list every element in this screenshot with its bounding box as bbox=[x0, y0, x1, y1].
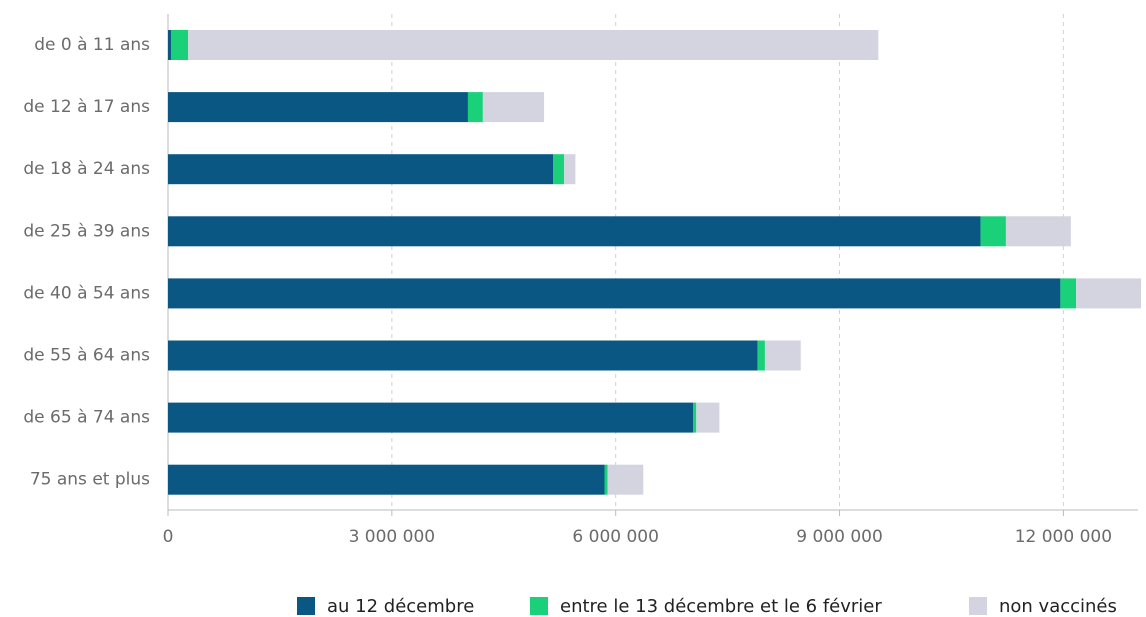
y-tick-label: de 40 à 54 ans bbox=[23, 283, 150, 303]
legend-label: au 12 décembre bbox=[327, 596, 474, 617]
y-tick-label: de 55 à 64 ans bbox=[23, 346, 150, 366]
bar-segment bbox=[168, 464, 605, 495]
bar-segment bbox=[980, 216, 1006, 247]
bar-segment bbox=[467, 92, 483, 123]
bar-segment bbox=[168, 278, 1061, 309]
bar-segment bbox=[168, 154, 554, 185]
bar-segment bbox=[168, 30, 171, 60]
x-tick-label: 3 000 000 bbox=[349, 527, 436, 547]
bar-segment bbox=[693, 402, 697, 433]
bar-segment bbox=[1005, 216, 1071, 247]
bar-segment bbox=[553, 154, 565, 185]
bar-segment bbox=[168, 216, 981, 247]
x-tick-label: 6 000 000 bbox=[572, 527, 659, 547]
legend-label: entre le 13 décembre et le 6 février bbox=[560, 596, 882, 617]
bar-segment bbox=[604, 464, 608, 495]
bar-segment bbox=[564, 154, 576, 185]
bar-segment bbox=[168, 92, 468, 123]
bar-segment bbox=[168, 340, 758, 371]
bar-segment bbox=[188, 30, 879, 60]
legend-swatch bbox=[297, 597, 315, 615]
bar-segment bbox=[1076, 278, 1141, 309]
y-tick-label: 75 ans et plus bbox=[30, 470, 150, 490]
bar-segment bbox=[482, 92, 545, 123]
y-tick-label: de 65 à 74 ans bbox=[23, 408, 150, 428]
legend-swatch bbox=[969, 597, 987, 615]
legend-swatch bbox=[530, 597, 548, 615]
y-tick-label: de 25 à 39 ans bbox=[23, 221, 150, 241]
x-tick-label: 12 000 000 bbox=[1015, 527, 1112, 547]
bar-segment bbox=[1060, 278, 1077, 309]
bar-segment bbox=[168, 402, 694, 433]
bar-segment bbox=[607, 464, 644, 495]
y-tick-label: de 0 à 11 ans bbox=[34, 35, 150, 55]
y-tick-label: de 12 à 17 ans bbox=[23, 97, 150, 117]
legend: au 12 décembre entre le 13 décembre et le… bbox=[297, 596, 1117, 617]
legend-label: non vaccinés bbox=[999, 596, 1117, 617]
x-tick-label: 0 bbox=[163, 527, 174, 547]
bar-segment bbox=[170, 30, 189, 60]
y-tick-label: de 18 à 24 ans bbox=[23, 159, 150, 179]
x-tick-label: 9 000 000 bbox=[796, 527, 883, 547]
bar-segment bbox=[764, 340, 801, 371]
bar-segment bbox=[696, 402, 720, 433]
bar-segment bbox=[757, 340, 765, 371]
